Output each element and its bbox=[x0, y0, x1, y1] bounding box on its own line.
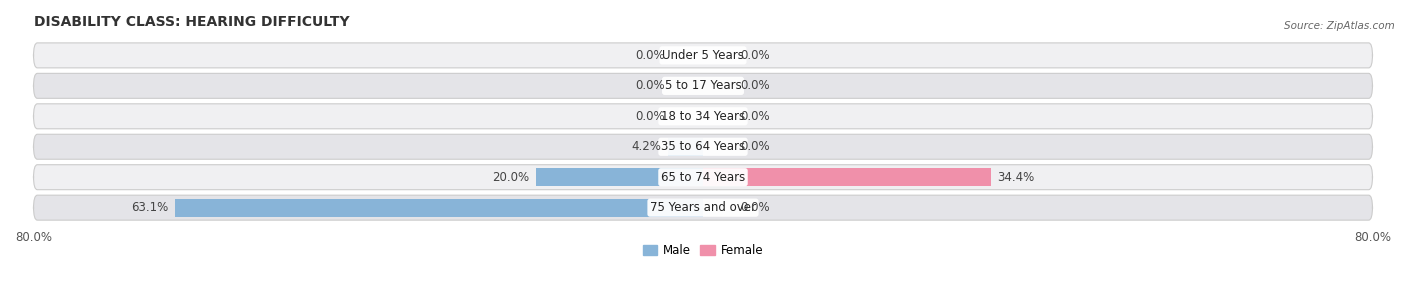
Bar bbox=[668, 138, 703, 156]
Text: 0.0%: 0.0% bbox=[636, 110, 665, 123]
Text: 0.0%: 0.0% bbox=[636, 49, 665, 62]
Text: 0.0%: 0.0% bbox=[636, 79, 665, 92]
Text: 0.0%: 0.0% bbox=[741, 201, 770, 214]
Text: 0.0%: 0.0% bbox=[741, 49, 770, 62]
Text: 0.0%: 0.0% bbox=[741, 110, 770, 123]
Text: DISABILITY CLASS: HEARING DIFFICULTY: DISABILITY CLASS: HEARING DIFFICULTY bbox=[34, 15, 349, 29]
Text: Source: ZipAtlas.com: Source: ZipAtlas.com bbox=[1284, 21, 1395, 31]
Text: 4.2%: 4.2% bbox=[631, 140, 661, 153]
Text: 34.4%: 34.4% bbox=[998, 171, 1035, 184]
FancyBboxPatch shape bbox=[34, 104, 1372, 129]
Text: 35 to 64 Years: 35 to 64 Years bbox=[661, 140, 745, 153]
FancyBboxPatch shape bbox=[34, 74, 1372, 98]
Text: 18 to 34 Years: 18 to 34 Years bbox=[661, 110, 745, 123]
Bar bbox=[174, 199, 703, 217]
Text: 0.0%: 0.0% bbox=[741, 79, 770, 92]
Text: 20.0%: 20.0% bbox=[492, 171, 529, 184]
Bar bbox=[703, 168, 991, 186]
Text: 5 to 17 Years: 5 to 17 Years bbox=[665, 79, 741, 92]
Text: Under 5 Years: Under 5 Years bbox=[662, 49, 744, 62]
FancyBboxPatch shape bbox=[34, 134, 1372, 159]
Legend: Male, Female: Male, Female bbox=[638, 239, 768, 262]
FancyBboxPatch shape bbox=[34, 165, 1372, 190]
FancyBboxPatch shape bbox=[34, 195, 1372, 220]
Text: 63.1%: 63.1% bbox=[131, 201, 169, 214]
Text: 0.0%: 0.0% bbox=[741, 140, 770, 153]
Bar bbox=[536, 168, 703, 186]
Text: 75 Years and over: 75 Years and over bbox=[650, 201, 756, 214]
Text: 65 to 74 Years: 65 to 74 Years bbox=[661, 171, 745, 184]
FancyBboxPatch shape bbox=[34, 43, 1372, 68]
